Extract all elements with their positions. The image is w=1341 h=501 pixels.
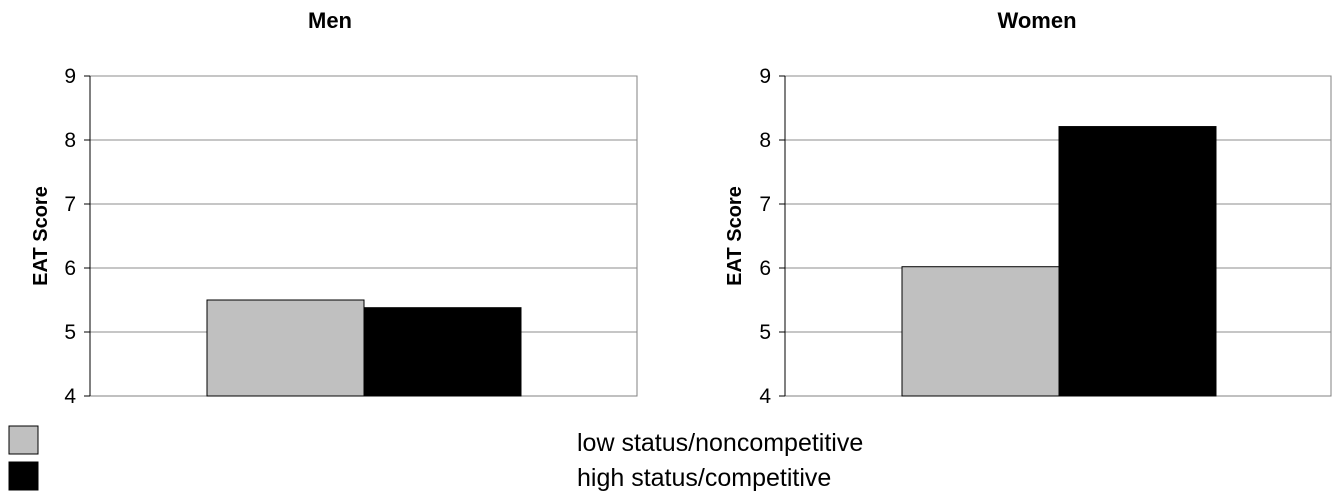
men-chart-title: Men [308,8,352,33]
legend-label-high: high status/competitive [577,464,831,492]
legend: low status/noncompetitive high status/co… [8,425,863,492]
legend-label-low: low status/noncompetitive [577,429,863,457]
men-panel: Men 4 5 6 7 8 9 EAT Score [30,8,638,408]
women-tick-label: 8 [759,129,771,152]
legend-swatch-high [8,461,39,491]
men-tick-label: 6 [64,257,76,280]
women-tick-label: 6 [759,257,771,280]
men-tick-label: 9 [64,65,76,88]
men-tick-label: 7 [64,193,76,216]
women-bar-low-status [901,266,1060,397]
men-y-axis-label: EAT Score [30,186,52,286]
men-bar-high-status [363,307,522,397]
legend-swatch-low [8,425,39,455]
women-bar-high-status [1058,126,1217,397]
men-tick-label: 5 [64,321,76,344]
women-chart-title: Women [997,8,1076,33]
women-tick-label: 5 [759,321,771,344]
men-bar-low-status [206,299,365,397]
men-tick-label: 8 [64,129,76,152]
women-tick-label: 4 [759,385,771,408]
women-tick-label: 7 [759,193,771,216]
women-y-axis-label: EAT Score [724,186,746,286]
women-panel: Women 4 5 6 7 8 9 EAT Score [724,8,1332,408]
men-tick-label: 4 [64,385,76,408]
women-tick-label: 9 [759,65,771,88]
